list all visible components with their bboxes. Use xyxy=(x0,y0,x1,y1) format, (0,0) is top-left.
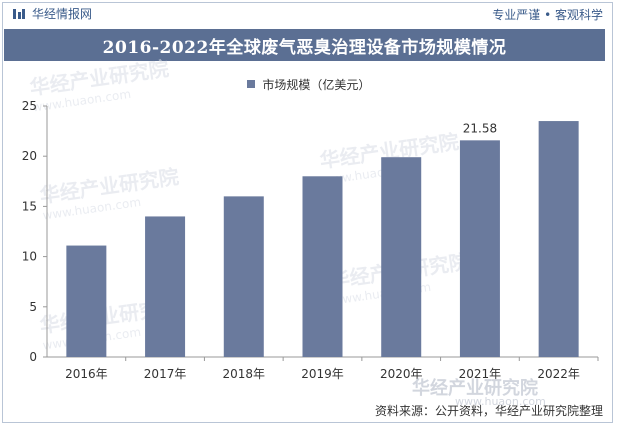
brand: 华经情报网 xyxy=(12,5,92,22)
brand-logo-icon xyxy=(13,8,25,19)
legend-label: 市场规模（亿美元） xyxy=(262,78,371,92)
legend: 市场规模（亿美元） xyxy=(0,76,617,93)
y-tick-label: 10 xyxy=(22,250,37,264)
source-note: 资料来源：公开资料，华经产业研究院整理 xyxy=(374,404,603,418)
bar xyxy=(459,140,500,357)
brand-name: 华经情报网 xyxy=(32,7,93,21)
x-tick-label: 2021年 xyxy=(459,367,502,381)
y-tick-label: 0 xyxy=(29,350,37,364)
x-tick-label: 2018年 xyxy=(223,367,266,381)
bar xyxy=(145,216,186,357)
y-tick-label: 15 xyxy=(22,199,37,213)
y-tick-label: 20 xyxy=(22,149,37,163)
data-label: 21.58 xyxy=(463,121,497,135)
bar xyxy=(381,157,422,357)
corner-watermark-url: www.huaon.com xyxy=(455,395,546,408)
x-tick-label: 2022年 xyxy=(537,367,580,381)
legend-swatch xyxy=(246,80,255,88)
y-tick-label: 25 xyxy=(22,99,37,113)
bar xyxy=(223,196,264,357)
corner-watermark: 华经产业研究院 xyxy=(412,378,538,399)
title-bar: 2016-2022年全球废气恶臭治理设备市场规模情况 xyxy=(4,29,605,61)
y-tick-label: 5 xyxy=(29,300,37,314)
bar xyxy=(538,121,579,357)
x-tick-label: 2016年 xyxy=(65,367,108,381)
bar xyxy=(66,245,107,357)
chart-title: 2016-2022年全球废气恶臭治理设备市场规模情况 xyxy=(102,37,507,58)
x-tick-label: 2017年 xyxy=(144,367,187,381)
header-bar: 华经情报网 专业严谨 • 客观科学 xyxy=(0,0,617,26)
tagline: 专业严谨 • 客观科学 xyxy=(492,8,603,22)
bar xyxy=(302,176,343,357)
x-tick-label: 2019年 xyxy=(301,367,344,381)
x-tick-label: 2020年 xyxy=(380,367,423,381)
